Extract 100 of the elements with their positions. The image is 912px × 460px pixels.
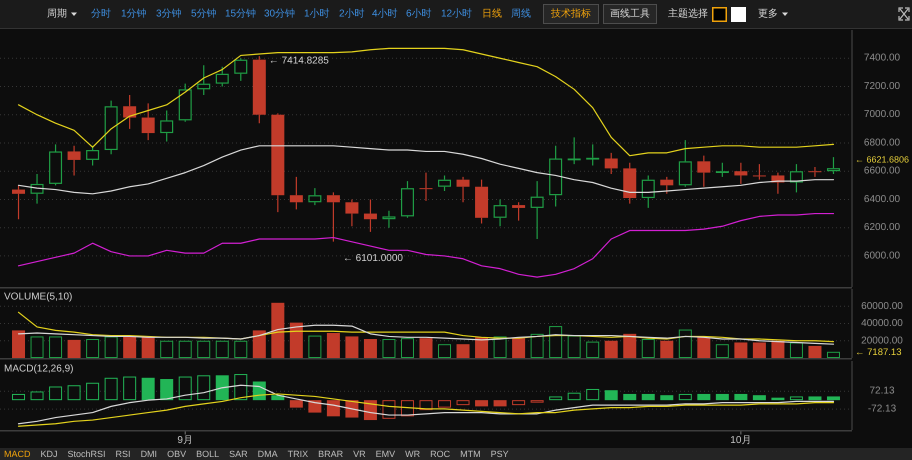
bar [68,385,81,400]
candlestick [549,145,562,208]
bar [308,336,322,358]
text: 主题选择 [668,8,708,20]
y-tick-label: 6200.00 [864,222,901,234]
text: WR [405,449,421,459]
bar [697,394,710,400]
candlestick [68,145,81,176]
candlestick [382,210,396,228]
text: 6小时 [406,8,432,20]
candlestick [826,156,840,175]
bar [808,346,822,358]
text: EMV [376,449,396,459]
bar [549,396,562,400]
candlestick [197,64,210,96]
line-series [18,212,834,278]
y-tick-label: 7000.00 [864,109,901,120]
text: 12小时 [441,8,472,20]
bar [400,338,414,358]
bar [420,338,432,358]
text: 画线工具 [610,8,650,20]
bar [512,400,526,406]
candlestick [252,56,266,124]
bar [104,336,118,358]
bar [475,337,488,358]
candlestick [512,202,526,222]
text: 技术指标 [550,8,591,20]
bar [623,394,636,400]
candlestick [123,94,136,130]
text: 3分钟 [156,8,182,20]
bar [512,338,526,358]
line-series [18,384,834,424]
bar [86,382,100,400]
candlestick [697,155,710,188]
bar [30,336,44,358]
text: DMI [140,449,158,459]
bar [623,334,636,358]
bar [752,342,766,358]
bar [197,340,210,358]
candlestick [494,198,507,227]
bar [216,375,229,400]
candlestick [216,66,229,88]
bar [290,400,303,408]
candlestick [604,152,618,175]
candlestick [420,172,432,202]
text: KDJ [40,449,58,459]
x-tick-label: 9月 [177,435,193,446]
text: RSI [116,449,131,459]
x-tick-label: 10月 [730,435,752,446]
bar [716,394,729,400]
bar [234,374,248,400]
candlestick [660,176,674,194]
bar [382,339,396,358]
text: 30分钟 [264,8,296,20]
bar [438,344,452,358]
candlestick [790,164,803,193]
bar [660,395,674,400]
bar [734,394,748,400]
bar [216,340,229,358]
bar [697,337,710,358]
text: BOLL [196,449,220,459]
bar [568,336,581,358]
bar [494,400,507,406]
text: 15分钟 [225,8,256,20]
candlestick [345,198,358,227]
line-series [18,393,834,427]
bar [160,340,174,358]
candlestick [623,162,636,204]
y-tick-label: -72.13 [868,404,897,415]
candlestick [530,180,544,240]
candlestick [178,83,192,122]
candlestick [678,140,692,188]
candlestick [326,192,340,242]
bar [660,340,674,358]
bar [604,340,618,358]
text: 1分钟 [121,8,147,20]
y-tick-label: 7200.00 [864,80,901,92]
y-tick-label: 6800.00 [864,137,901,148]
annotation: ← 7414.8285 [268,56,330,67]
text: 1小时 [304,8,330,20]
bar [790,396,803,400]
candlestick [364,198,377,233]
bar [678,394,692,400]
bar [12,394,26,400]
candlestick [308,188,322,206]
bar [364,339,377,358]
candlestick [271,112,284,213]
bar [197,375,210,400]
bar [142,336,155,358]
bar [252,330,266,358]
candlestick [568,136,581,165]
bar [586,388,600,400]
bar [549,326,562,358]
text: 日线 [482,8,502,20]
text: 5分钟 [191,8,217,20]
bar [123,376,136,400]
bar [86,339,100,358]
text: 分时 [91,8,111,20]
text: MTM [460,449,481,459]
text: PSY [490,449,509,459]
